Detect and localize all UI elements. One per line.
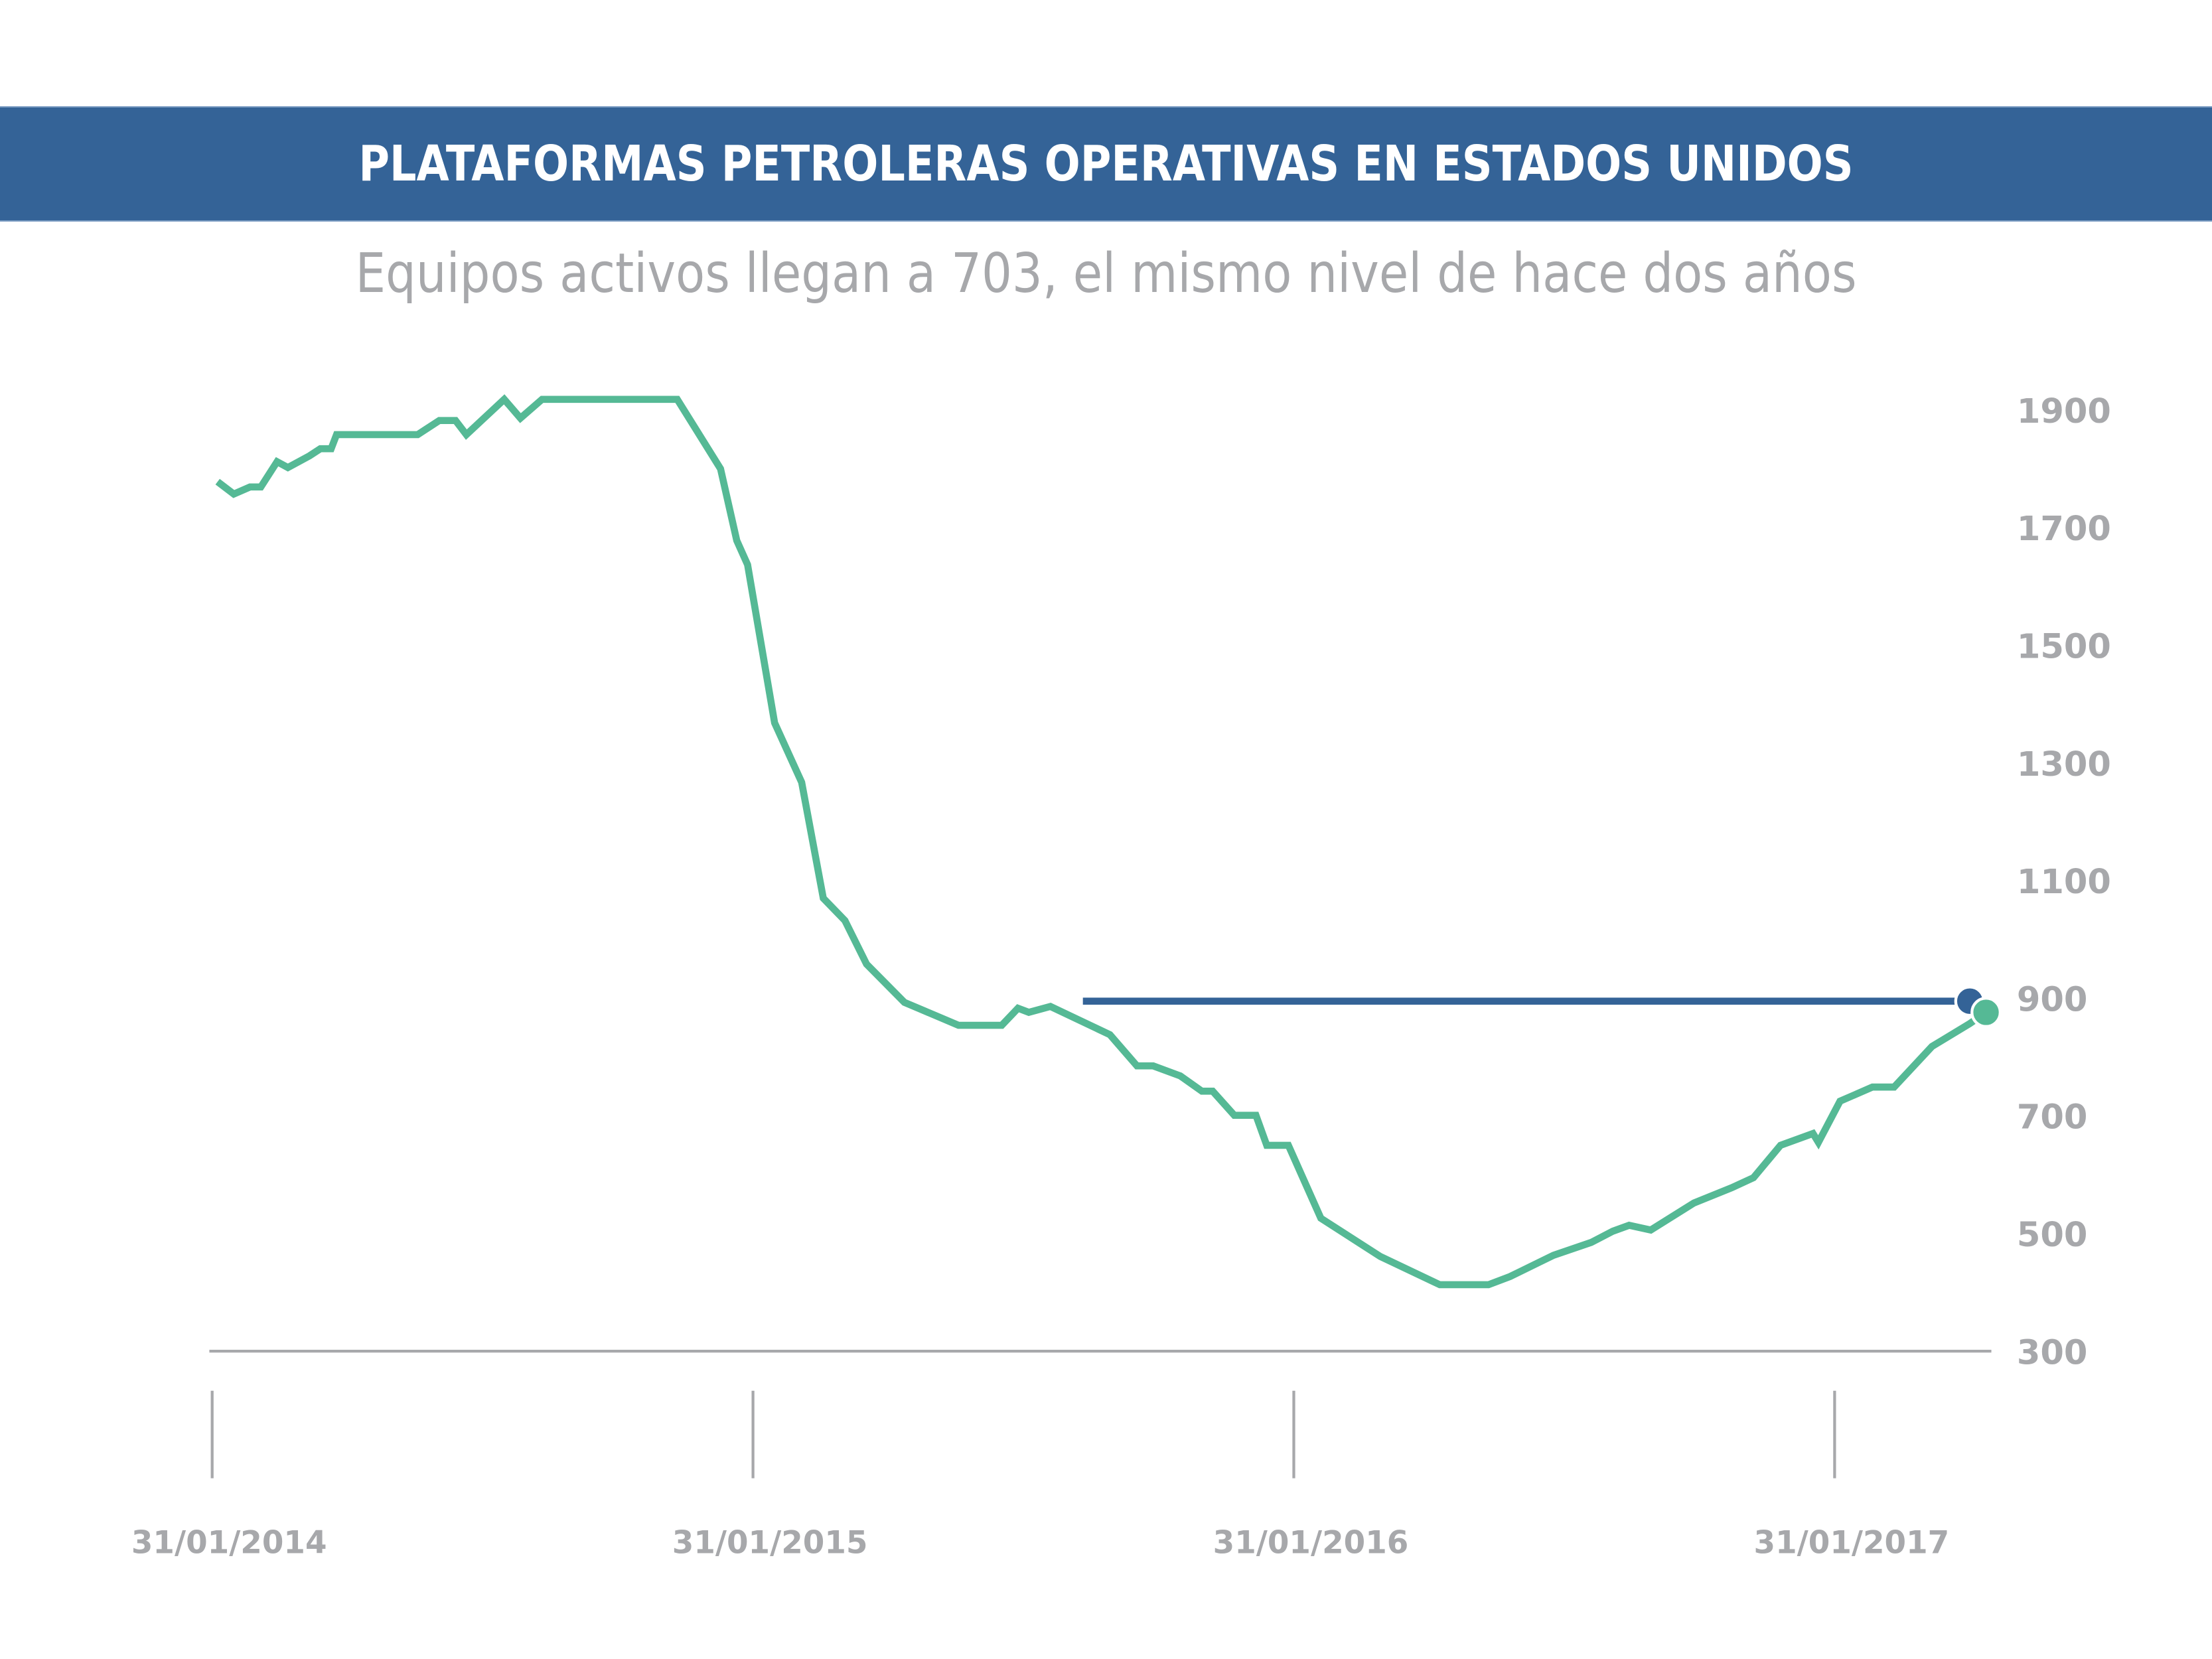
y-axis: 1900 1700 1500 1300 1100 900 700 500 300 <box>209 392 2111 1372</box>
y-tick-label: 300 <box>2017 1333 2088 1372</box>
y-tick-label: 1300 <box>2017 745 2111 784</box>
x-axis: 31/01/2014 31/01/2015 31/01/2016 31/01/2017 <box>131 1390 1950 1561</box>
y-tick-label: 1900 <box>2017 392 2111 431</box>
x-tick-label: 31/01/2014 <box>131 1525 327 1561</box>
y-tick-label: 900 <box>2017 980 2088 1019</box>
title-banner: PLATAFORMAS PETROLERAS OPERATIVAS EN EST… <box>0 106 2212 222</box>
chart-title: PLATAFORMAS PETROLERAS OPERATIVAS EN EST… <box>358 135 1854 192</box>
x-tick-label: 31/01/2016 <box>1213 1525 1409 1561</box>
y-tick-label: 500 <box>2017 1216 2088 1255</box>
y-tick-label: 1500 <box>2017 627 2111 666</box>
x-tick-label: 31/01/2017 <box>1754 1525 1950 1561</box>
series-end-point <box>1970 997 2002 1028</box>
y-tick-label: 1100 <box>2017 863 2111 902</box>
y-tick-label: 700 <box>2017 1098 2088 1137</box>
series-line-rigs <box>215 394 1988 1289</box>
chart-subtitle: Equipos activos llegan a 703, el mismo n… <box>355 242 1857 305</box>
plot-area <box>215 394 2002 1289</box>
x-tick-label: 31/01/2015 <box>672 1525 868 1561</box>
y-tick-label: 1700 <box>2017 510 2111 549</box>
